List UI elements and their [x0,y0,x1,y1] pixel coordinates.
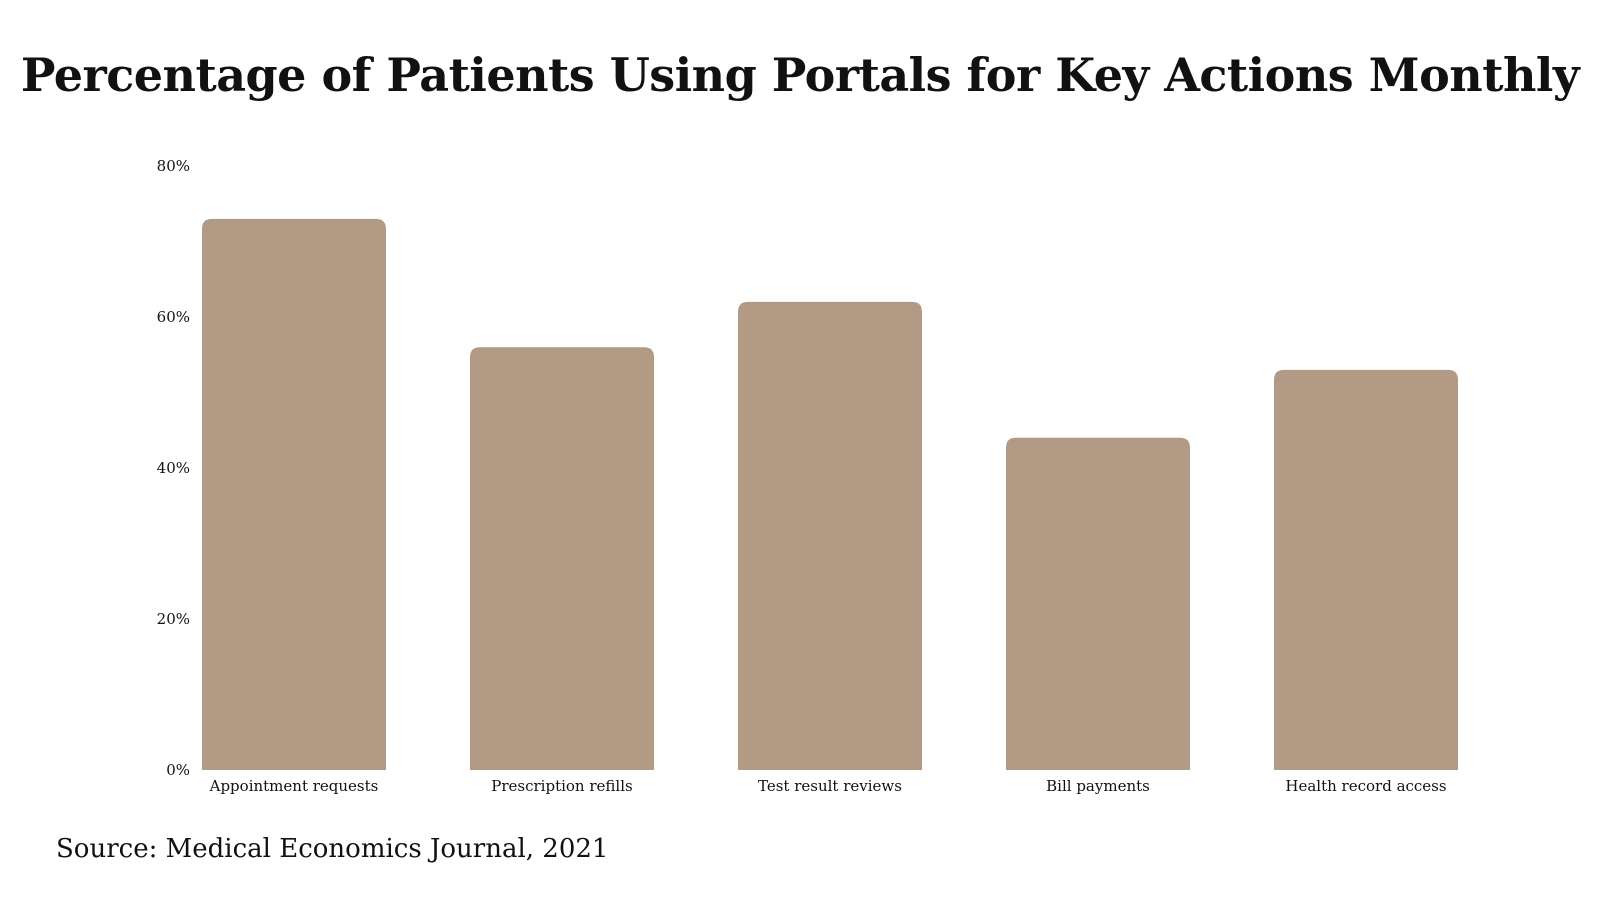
y-tick-label: 80% [157,157,190,175]
bar-health-record-access [1274,369,1458,770]
x-tick-label: Test result reviews [758,777,902,795]
x-tick-label: Bill payments [1046,777,1150,795]
y-axis-ticks: 0% 20% 40% 60% 80% [157,157,190,779]
bar-bill-payments [1006,437,1190,770]
x-axis-ticks: Appointment requests Prescription refills… [209,777,1447,795]
chart-title: Percentage of Patients Using Portals for… [20,48,1580,102]
bar-test-result-reviews [738,301,922,770]
x-tick-label: Prescription refills [491,777,632,795]
bar-appointment-requests [202,218,386,771]
source-note: Source: Medical Economics Journal, 2021 [56,834,609,864]
y-tick-label: 0% [166,761,190,779]
y-tick-label: 20% [157,610,190,628]
x-tick-label: Health record access [1285,777,1446,795]
bar-prescription-refills [470,347,654,770]
y-tick-label: 60% [157,308,190,326]
bars [202,218,1458,771]
x-tick-label: Appointment requests [209,777,379,795]
y-tick-label: 40% [157,459,190,477]
